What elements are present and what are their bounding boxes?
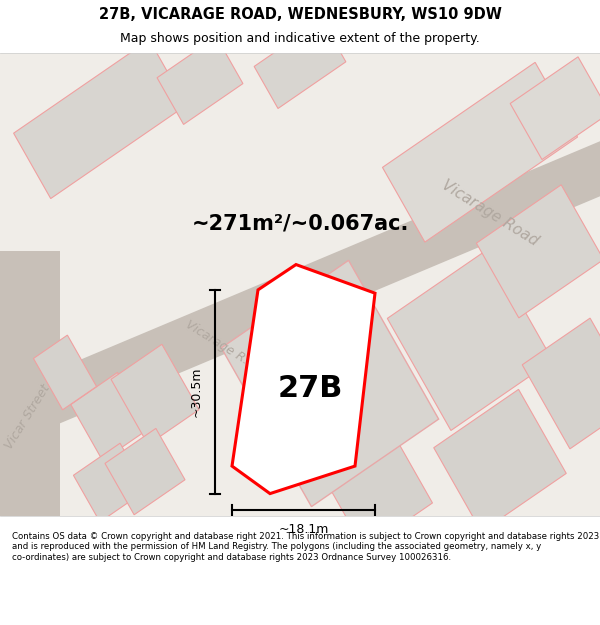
- Text: Vicar Street: Vicar Street: [3, 382, 53, 451]
- Polygon shape: [434, 389, 566, 532]
- Polygon shape: [476, 185, 600, 318]
- Polygon shape: [50, 141, 600, 428]
- Text: Map shows position and indicative extent of the property.: Map shows position and indicative extent…: [120, 32, 480, 45]
- Text: Vicarage R...: Vicarage R...: [183, 318, 257, 371]
- Polygon shape: [232, 264, 375, 494]
- Polygon shape: [34, 335, 97, 410]
- Text: ~18.1m: ~18.1m: [278, 523, 329, 536]
- Polygon shape: [105, 428, 185, 515]
- Polygon shape: [328, 438, 433, 549]
- Polygon shape: [510, 57, 600, 159]
- Polygon shape: [14, 40, 187, 199]
- Polygon shape: [71, 372, 149, 461]
- Polygon shape: [388, 248, 553, 431]
- Polygon shape: [221, 261, 439, 507]
- Polygon shape: [382, 62, 578, 242]
- Text: 27B, VICARAGE ROAD, WEDNESBURY, WS10 9DW: 27B, VICARAGE ROAD, WEDNESBURY, WS10 9DW: [98, 8, 502, 22]
- Text: Vicarage Road: Vicarage Road: [439, 177, 541, 249]
- Polygon shape: [157, 37, 243, 124]
- Text: ~271m²/~0.067ac.: ~271m²/~0.067ac.: [191, 214, 409, 234]
- Text: 27B: 27B: [277, 374, 343, 404]
- Text: Contains OS data © Crown copyright and database right 2021. This information is : Contains OS data © Crown copyright and d…: [12, 532, 599, 562]
- Polygon shape: [111, 344, 199, 444]
- Polygon shape: [0, 251, 60, 516]
- Polygon shape: [254, 20, 346, 109]
- Text: ~30.5m: ~30.5m: [190, 366, 203, 417]
- Polygon shape: [522, 318, 600, 449]
- Polygon shape: [73, 443, 146, 522]
